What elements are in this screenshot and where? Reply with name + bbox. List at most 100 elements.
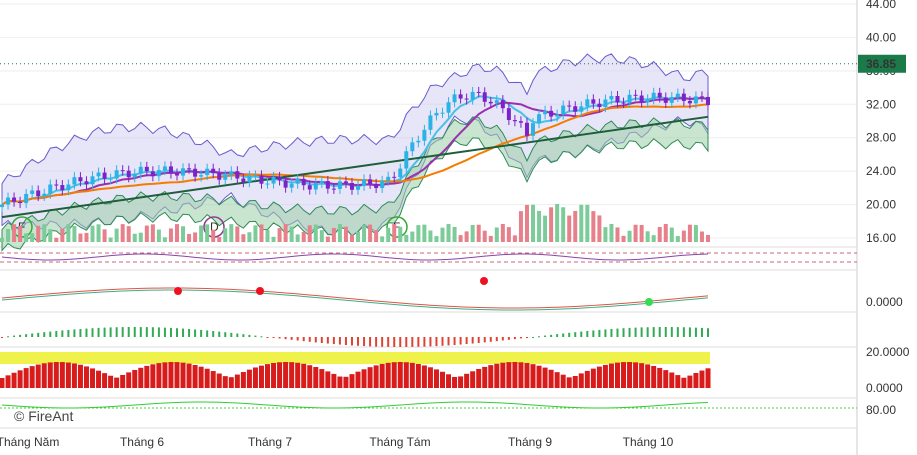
stack-bar bbox=[150, 364, 156, 388]
stack-bar bbox=[289, 362, 295, 388]
stack-bar bbox=[512, 362, 518, 388]
volume-bar bbox=[645, 231, 650, 242]
volume-bar bbox=[681, 230, 686, 242]
volume-bar bbox=[343, 226, 348, 242]
histogram-bar bbox=[513, 337, 516, 340]
stack-bar bbox=[295, 362, 301, 388]
histogram-bar bbox=[350, 337, 353, 346]
histogram-bar bbox=[405, 337, 408, 347]
volume-bar bbox=[356, 231, 361, 242]
stack-bar bbox=[488, 365, 494, 388]
candle bbox=[651, 92, 656, 100]
stacked-indicator-panel: 20.0000 0.0000 bbox=[0, 345, 910, 395]
candle bbox=[573, 106, 578, 112]
histogram-bar bbox=[550, 334, 553, 337]
volume-bar bbox=[181, 226, 186, 242]
stack-bar bbox=[204, 368, 210, 388]
candle bbox=[633, 94, 638, 96]
volume-bar bbox=[518, 211, 523, 242]
histogram-bar bbox=[688, 327, 691, 337]
histogram-bar bbox=[707, 328, 709, 337]
volume-bar bbox=[446, 224, 451, 242]
stack-bar bbox=[536, 365, 542, 388]
candle bbox=[12, 197, 17, 202]
sell-signal bbox=[480, 277, 488, 285]
candle bbox=[410, 142, 415, 152]
volume-bar bbox=[319, 230, 324, 242]
candle bbox=[579, 106, 584, 112]
volume-bar bbox=[114, 228, 119, 242]
stack-bar bbox=[433, 369, 439, 388]
candle bbox=[687, 100, 692, 104]
histogram-bar bbox=[477, 337, 480, 343]
candle bbox=[386, 176, 391, 181]
price-panel[interactable]: FDF bbox=[0, 53, 857, 252]
candle bbox=[337, 181, 342, 189]
volume-bar bbox=[150, 224, 155, 242]
candle bbox=[615, 95, 620, 103]
histogram-bar bbox=[417, 337, 420, 347]
stack-bar bbox=[234, 374, 240, 388]
volume-bar bbox=[440, 227, 445, 242]
stack-bar bbox=[687, 375, 693, 388]
histogram-bar bbox=[622, 328, 625, 337]
histogram-bar bbox=[459, 337, 462, 345]
histogram-bar bbox=[544, 335, 547, 337]
candle bbox=[283, 180, 288, 188]
oscillator-panel bbox=[0, 252, 857, 263]
candle bbox=[524, 122, 529, 136]
candle bbox=[150, 171, 155, 177]
stack-bar bbox=[403, 362, 409, 388]
stack-bar bbox=[5, 375, 11, 388]
volume-bar bbox=[247, 232, 252, 242]
histogram-bar bbox=[85, 328, 88, 337]
candle bbox=[446, 102, 451, 113]
time-axis-label: Tháng 6 bbox=[120, 435, 164, 449]
candle bbox=[247, 175, 252, 183]
volume-bar bbox=[669, 227, 674, 242]
candle bbox=[639, 95, 644, 103]
histogram-bar bbox=[580, 331, 583, 337]
volume-bar bbox=[174, 224, 179, 242]
stack-bar bbox=[138, 367, 144, 388]
candle bbox=[235, 171, 240, 179]
stack-bar bbox=[319, 369, 325, 388]
stack-bar bbox=[240, 372, 246, 388]
volume-bar bbox=[549, 207, 554, 242]
stack-bar bbox=[602, 364, 608, 388]
candle bbox=[657, 92, 662, 98]
stack-bar bbox=[102, 373, 108, 388]
volume-bar bbox=[277, 228, 282, 242]
stack-bar bbox=[17, 370, 23, 388]
time-axis-label: Tháng Tám bbox=[369, 435, 430, 449]
candle bbox=[331, 188, 336, 190]
volume-bar bbox=[687, 224, 692, 242]
volume-bar bbox=[392, 224, 397, 242]
candle bbox=[217, 173, 222, 180]
volume-bar bbox=[30, 233, 35, 242]
candle bbox=[398, 168, 403, 178]
volume-bar bbox=[24, 233, 29, 242]
histogram-bar bbox=[163, 327, 166, 337]
stack-tick-label: 0.0000 bbox=[866, 381, 903, 395]
histogram-bar bbox=[236, 333, 239, 337]
histogram-bar bbox=[218, 331, 221, 337]
volume-bar bbox=[567, 215, 572, 242]
volume-bar bbox=[265, 229, 270, 242]
histogram-bar bbox=[646, 327, 649, 337]
stack-bar bbox=[271, 362, 277, 388]
histogram-bar bbox=[501, 337, 504, 341]
volume-bar bbox=[90, 225, 95, 242]
histogram-bar bbox=[532, 336, 535, 338]
candle bbox=[42, 193, 47, 197]
candle bbox=[168, 166, 173, 174]
histogram-bar bbox=[242, 334, 245, 337]
stack-bar bbox=[367, 367, 373, 388]
stack-bar bbox=[669, 372, 675, 388]
stack-bar bbox=[252, 367, 258, 388]
histogram-bar bbox=[73, 329, 76, 337]
sell-signal bbox=[174, 287, 182, 295]
histogram-bar bbox=[489, 337, 492, 342]
stack-bar bbox=[409, 362, 415, 388]
